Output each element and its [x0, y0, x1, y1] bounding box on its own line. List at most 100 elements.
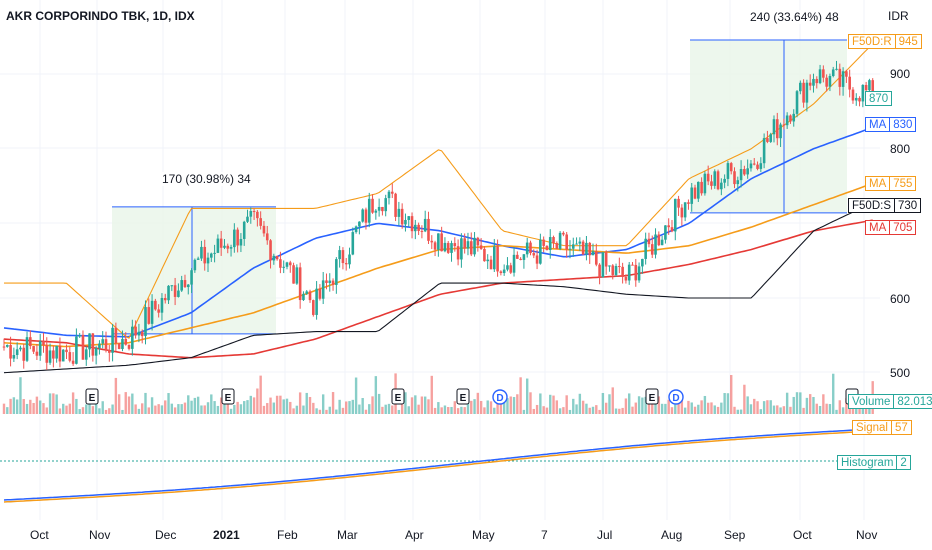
volume-bar	[489, 401, 493, 414]
volume-bar	[213, 401, 216, 414]
candle-body	[262, 225, 266, 234]
candle-body	[160, 297, 164, 313]
volume-bar	[374, 376, 378, 414]
candle-body	[841, 71, 845, 87]
volume-bar	[29, 399, 32, 414]
candle-body	[756, 164, 759, 169]
channel-high	[4, 43, 874, 339]
volume-bar	[131, 393, 134, 414]
candle-body	[552, 237, 555, 244]
volume-bar	[486, 400, 489, 414]
event-marker-e[interactable]: E	[391, 388, 405, 405]
candle-body	[226, 245, 230, 249]
candle-body	[384, 198, 388, 212]
volume-bar	[246, 400, 249, 414]
candle-body	[697, 181, 700, 199]
volume-bar	[499, 395, 503, 414]
event-marker-e[interactable]: E	[85, 388, 99, 405]
time-label-2021: 2021	[213, 528, 240, 542]
event-marker-e[interactable]: E	[645, 388, 659, 405]
grid-lines	[0, 0, 880, 520]
candle-body	[210, 253, 213, 258]
candle-body	[25, 337, 29, 361]
volume-bar	[535, 404, 539, 414]
volume-bar	[795, 392, 799, 414]
candle-body	[134, 326, 137, 336]
volume-bar	[124, 392, 127, 414]
volume-bar	[802, 407, 805, 414]
candle-body	[585, 242, 588, 255]
volume-bar	[117, 394, 121, 414]
candle-body	[58, 345, 62, 362]
volume-bar	[127, 396, 131, 414]
candle-body	[338, 250, 341, 260]
volume-bar	[581, 400, 585, 414]
volume-bar	[417, 404, 420, 414]
volume-bar	[200, 405, 203, 414]
volume-bar	[35, 396, 39, 414]
volume-bar	[266, 403, 269, 414]
candle-body	[818, 69, 822, 84]
candle-body	[180, 280, 183, 291]
dividend-icon	[492, 389, 508, 405]
candle-body	[835, 68, 838, 70]
candle-body	[407, 216, 411, 220]
volume-bar	[753, 398, 756, 414]
candle-body	[42, 341, 45, 346]
candle-body	[5, 344, 9, 347]
event-label: E	[460, 393, 467, 404]
volume-bar	[526, 378, 529, 414]
event-marker-e[interactable]: E	[221, 388, 235, 405]
candle-body	[131, 326, 134, 349]
candle-body	[259, 218, 262, 226]
candle-body	[799, 82, 802, 92]
volume-bar	[493, 407, 496, 414]
tag-ma-orange-value: 755	[890, 176, 917, 191]
volume-bar	[558, 408, 562, 414]
candle-body	[315, 288, 318, 315]
candle-body	[144, 307, 147, 337]
volume-bar	[838, 400, 842, 414]
volume-bar	[414, 395, 417, 414]
candle-body	[450, 243, 453, 253]
volume-bar	[193, 397, 197, 414]
candle-body	[252, 211, 256, 213]
event-marker-e[interactable]: E	[456, 388, 470, 405]
volume-bar	[447, 407, 450, 414]
event-markers[interactable]: EEEEDEDE	[85, 388, 859, 405]
candle-body	[851, 89, 855, 101]
candle-body	[348, 254, 351, 265]
event-marker-d[interactable]: D	[668, 389, 684, 405]
tag-ma-blue-name: MA	[865, 117, 891, 132]
candle-body	[167, 285, 170, 301]
volume-bar	[496, 398, 499, 414]
volume-bar	[641, 397, 644, 414]
candle-body	[604, 252, 608, 267]
candle-body	[782, 124, 786, 126]
candlesticks[interactable]	[2, 60, 875, 370]
candle-body	[32, 346, 35, 352]
earnings-icon	[456, 388, 470, 405]
dividend-icon	[668, 389, 684, 405]
candle-body	[52, 350, 55, 359]
candle-body	[223, 245, 226, 248]
volume-bar	[450, 406, 453, 414]
ma-line-0	[3, 126, 873, 338]
volume-bar	[706, 402, 710, 414]
candle-body	[805, 82, 809, 103]
event-marker-d[interactable]: D	[492, 389, 508, 405]
volume-bar	[341, 407, 345, 414]
volume-bar	[361, 398, 364, 414]
volume-bar	[628, 393, 631, 414]
volume-bar	[549, 394, 552, 414]
candle-body	[654, 234, 657, 255]
volume-bar	[864, 405, 868, 414]
candle-body	[98, 343, 101, 349]
currency-label: IDR	[888, 9, 909, 23]
candle-body	[650, 244, 654, 255]
candle-body	[239, 238, 243, 246]
candle-body	[716, 171, 720, 190]
candle-body	[720, 182, 723, 190]
